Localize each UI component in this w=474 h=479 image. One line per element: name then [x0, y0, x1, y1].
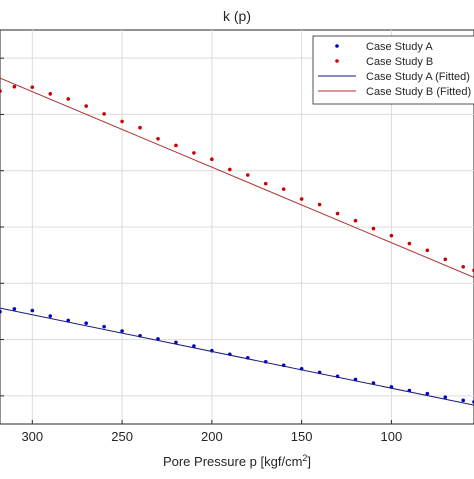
data-point — [174, 144, 178, 148]
data-point — [461, 399, 465, 403]
data-point — [120, 329, 124, 333]
data-point — [138, 126, 142, 130]
x-tick-label: 200 — [201, 429, 223, 444]
data-point — [210, 157, 214, 161]
data-point — [84, 104, 88, 108]
x-axis-label-main: Pore Pressure p [kgf/cm — [163, 454, 302, 469]
x-tick-label: 250 — [111, 429, 133, 444]
data-point — [48, 92, 52, 96]
legend-label: Case Study A — [366, 41, 433, 53]
data-point — [102, 325, 106, 329]
data-point — [246, 173, 250, 177]
x-axis-label-tail: ] — [307, 454, 311, 469]
chart-title: k (p) — [223, 8, 251, 24]
data-point — [192, 151, 196, 155]
x-tick-label: 100 — [381, 429, 403, 444]
x-axis-label: Pore Pressure p [kgf/cm2] — [163, 453, 311, 469]
legend-label: Case Study B (Fitted) — [366, 86, 471, 98]
data-point — [443, 258, 447, 262]
data-point — [354, 219, 358, 223]
data-point — [336, 212, 340, 216]
data-point — [390, 234, 394, 238]
data-point — [31, 309, 35, 313]
data-point — [426, 248, 430, 252]
data-point — [102, 112, 106, 116]
legend-label: Case Study A (Fitted) — [366, 71, 470, 83]
data-point — [461, 265, 465, 269]
data-point — [13, 307, 17, 311]
data-point — [48, 314, 52, 318]
data-point — [372, 227, 376, 231]
legend-label: Case Study B — [366, 56, 433, 68]
data-point — [120, 120, 124, 124]
data-point — [31, 85, 35, 89]
data-point — [318, 203, 322, 207]
x-tick-label: 300 — [21, 429, 43, 444]
data-point — [84, 321, 88, 325]
data-point — [66, 97, 70, 101]
data-point — [156, 137, 160, 141]
data-point — [13, 85, 17, 89]
legend-marker — [335, 59, 339, 63]
x-tick-label: 150 — [291, 429, 313, 444]
legend: Case Study A Case Study B Case Study A (Fi… — [313, 36, 474, 104]
data-point — [264, 182, 268, 186]
data-point — [408, 242, 412, 246]
data-point — [300, 197, 304, 201]
legend-marker — [335, 44, 339, 48]
data-point — [282, 187, 286, 191]
data-point — [228, 168, 232, 172]
